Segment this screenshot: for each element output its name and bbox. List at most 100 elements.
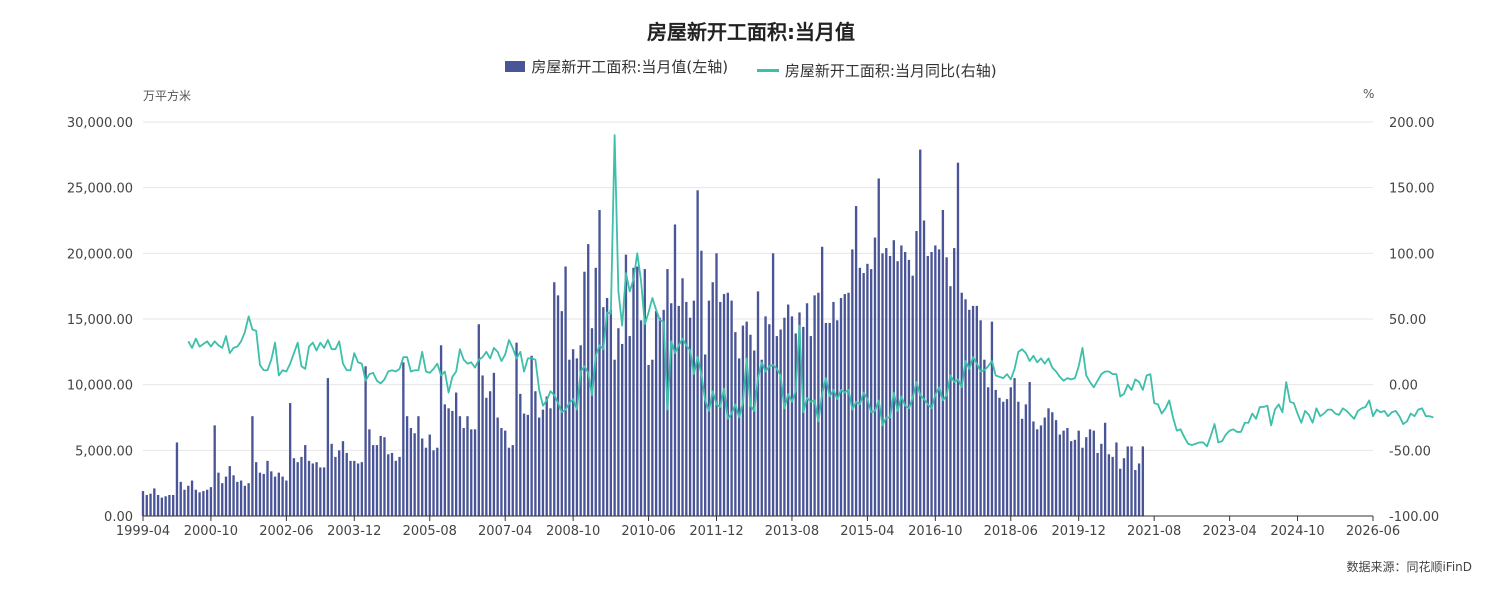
y-left-tick-label: 25,000.00 bbox=[67, 182, 133, 197]
bar bbox=[764, 316, 767, 516]
bar bbox=[568, 359, 571, 516]
bar bbox=[926, 255, 929, 516]
bar bbox=[877, 178, 880, 516]
x-tick-label: 2010-06 bbox=[621, 524, 675, 539]
bar bbox=[934, 245, 937, 516]
bar bbox=[605, 297, 609, 516]
bar bbox=[704, 354, 707, 516]
bar bbox=[187, 485, 190, 516]
bar bbox=[990, 321, 994, 516]
x-tick-label: 2002-06 bbox=[259, 524, 313, 539]
bar bbox=[824, 322, 828, 516]
bar bbox=[481, 375, 484, 516]
bar bbox=[258, 472, 262, 516]
bar bbox=[1051, 412, 1054, 516]
bar bbox=[903, 252, 907, 516]
bar bbox=[168, 494, 171, 516]
bar bbox=[538, 417, 541, 516]
bar bbox=[288, 403, 292, 516]
bar bbox=[949, 286, 952, 516]
bar bbox=[183, 489, 186, 516]
bar bbox=[360, 462, 363, 516]
bar bbox=[685, 301, 688, 516]
bar bbox=[356, 463, 360, 516]
bar bbox=[462, 428, 465, 516]
bar bbox=[768, 324, 771, 516]
bar bbox=[1032, 421, 1035, 516]
bar bbox=[866, 263, 869, 516]
bar bbox=[488, 391, 492, 516]
y-right-tick-label: 50.00 bbox=[1389, 313, 1426, 328]
bar bbox=[919, 149, 922, 516]
x-tick-label: 1999-04 bbox=[116, 524, 170, 539]
bar bbox=[753, 350, 756, 516]
bar bbox=[787, 304, 790, 516]
bar bbox=[209, 487, 213, 516]
bar bbox=[300, 456, 303, 516]
bar bbox=[315, 462, 318, 516]
bar bbox=[741, 325, 745, 516]
bar bbox=[583, 271, 586, 516]
bar bbox=[285, 480, 288, 516]
bar bbox=[239, 480, 243, 516]
bar bbox=[945, 257, 948, 516]
bar bbox=[968, 309, 971, 516]
bar bbox=[511, 445, 514, 516]
bar bbox=[164, 496, 167, 516]
bar bbox=[1096, 452, 1099, 516]
bar bbox=[798, 312, 801, 516]
bar bbox=[236, 481, 239, 516]
bar bbox=[172, 494, 175, 516]
bar bbox=[696, 190, 699, 517]
bar bbox=[598, 209, 601, 517]
bar bbox=[428, 434, 431, 516]
bar bbox=[296, 462, 299, 516]
y-left-tick-label: 30,000.00 bbox=[67, 116, 133, 131]
yoy-line bbox=[187, 134, 1434, 448]
bar bbox=[715, 253, 718, 516]
y-left-tick-label: 10,000.00 bbox=[67, 379, 133, 394]
bar bbox=[1036, 429, 1039, 516]
legend-item-bar[interactable]: 房屋新开工面积:当月值(左轴) bbox=[505, 56, 728, 77]
x-tick-label: 2019-12 bbox=[1052, 524, 1106, 539]
bar bbox=[519, 393, 522, 516]
bar bbox=[1073, 439, 1077, 516]
bar bbox=[421, 438, 424, 516]
bar bbox=[1009, 387, 1012, 516]
bar bbox=[251, 416, 254, 516]
bar bbox=[937, 249, 941, 516]
bar bbox=[387, 454, 390, 516]
bar bbox=[349, 460, 352, 516]
bar bbox=[530, 355, 533, 516]
bar bbox=[549, 408, 552, 516]
bar bbox=[522, 413, 526, 516]
bar bbox=[870, 269, 873, 516]
bar bbox=[915, 231, 918, 516]
bar bbox=[692, 300, 696, 516]
bar bbox=[1100, 443, 1103, 516]
bar bbox=[273, 476, 277, 516]
bar bbox=[749, 334, 752, 516]
y-left-tick-label: 0.00 bbox=[104, 510, 133, 525]
legend-bar-swatch bbox=[505, 61, 526, 72]
bar bbox=[839, 297, 843, 516]
legend-item-line[interactable]: 房屋新开工面积:当月同比(右轴) bbox=[756, 60, 997, 81]
bar bbox=[413, 433, 416, 516]
bar bbox=[402, 362, 405, 516]
y-right-tick-label: 150.00 bbox=[1389, 182, 1435, 197]
bar bbox=[556, 295, 560, 516]
bar bbox=[722, 294, 726, 516]
bar bbox=[1103, 422, 1107, 516]
bar bbox=[1058, 434, 1062, 516]
bar bbox=[458, 416, 462, 516]
bar bbox=[590, 328, 594, 516]
bar bbox=[609, 309, 613, 516]
bar bbox=[281, 476, 284, 516]
bar bbox=[477, 324, 480, 516]
bar bbox=[851, 249, 854, 516]
bar bbox=[194, 489, 197, 516]
bar bbox=[636, 266, 639, 516]
bar bbox=[594, 267, 597, 516]
bar bbox=[330, 443, 333, 516]
bar bbox=[1069, 441, 1073, 516]
